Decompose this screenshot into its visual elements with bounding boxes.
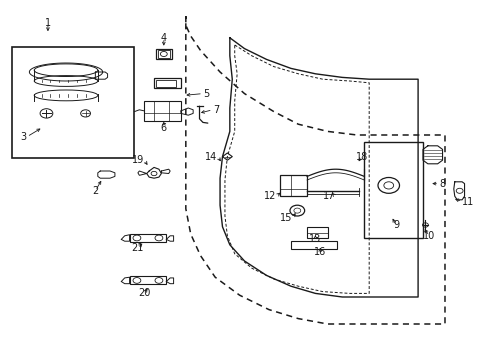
Bar bbox=[12, 47, 134, 158]
Bar bbox=[290, 241, 337, 249]
Text: 16: 16 bbox=[313, 247, 326, 257]
Text: 4: 4 bbox=[161, 33, 166, 43]
Bar bbox=[279, 175, 306, 196]
Bar bbox=[129, 276, 166, 284]
Text: 13: 13 bbox=[308, 234, 321, 244]
Text: 14: 14 bbox=[205, 152, 217, 162]
Bar bbox=[144, 101, 181, 121]
Bar bbox=[155, 49, 172, 59]
Text: 18: 18 bbox=[355, 152, 367, 162]
Text: 6: 6 bbox=[161, 123, 166, 133]
Text: 8: 8 bbox=[438, 179, 445, 189]
Bar bbox=[364, 142, 422, 238]
Text: 7: 7 bbox=[212, 105, 219, 115]
Bar bbox=[306, 227, 327, 238]
Text: 17: 17 bbox=[322, 191, 334, 201]
Text: 21: 21 bbox=[131, 243, 144, 253]
Text: 10: 10 bbox=[422, 231, 435, 241]
Bar bbox=[158, 50, 169, 58]
Text: 9: 9 bbox=[392, 220, 398, 230]
Text: 11: 11 bbox=[461, 197, 473, 207]
Text: 2: 2 bbox=[92, 186, 98, 196]
Text: 15: 15 bbox=[280, 213, 292, 223]
Text: 20: 20 bbox=[138, 288, 150, 298]
Bar bbox=[156, 80, 176, 87]
Bar bbox=[154, 78, 181, 88]
Text: 5: 5 bbox=[203, 89, 209, 99]
Bar bbox=[129, 234, 166, 242]
Text: 1: 1 bbox=[45, 18, 51, 28]
Text: 19: 19 bbox=[132, 155, 144, 165]
Text: 3: 3 bbox=[20, 132, 27, 142]
Text: 12: 12 bbox=[264, 191, 276, 201]
